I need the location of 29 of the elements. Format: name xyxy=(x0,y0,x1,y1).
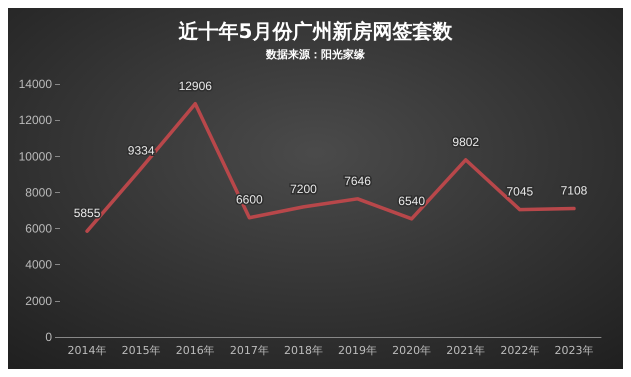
chart-subtitle: 数据来源：阳光家缘 xyxy=(265,48,365,61)
y-tick-label: 2000 xyxy=(25,294,52,308)
x-tick-label: 2014年 xyxy=(68,344,107,357)
chart-title: 近十年5月份广州新房网签套数 xyxy=(178,19,454,43)
data-label: 7045 xyxy=(506,184,534,199)
y-tick-label: 6000 xyxy=(25,222,52,236)
data-label: 7108 xyxy=(560,184,588,198)
x-tick-label: 2022年 xyxy=(500,344,540,357)
data-label: 9334 xyxy=(128,143,155,158)
y-tick-label: 12000 xyxy=(18,113,52,128)
data-label: 7200 xyxy=(290,182,318,196)
y-tick-label: 10000 xyxy=(18,149,52,164)
x-tick-label: 2016年 xyxy=(176,344,215,357)
y-tick-label: 8000 xyxy=(25,185,52,200)
x-tick-label: 2020年 xyxy=(392,344,432,357)
x-tick-label: 2019年 xyxy=(338,344,378,357)
x-tick-label: 2023年 xyxy=(554,344,594,357)
x-tick-label: 2018年 xyxy=(284,344,323,357)
y-tick-label: 4000 xyxy=(25,258,52,272)
data-label: 5855 xyxy=(74,206,101,220)
x-tick-label: 2017年 xyxy=(230,344,269,357)
x-tick-label: 2021年 xyxy=(446,344,486,357)
data-label: 12906 xyxy=(178,78,212,93)
data-label: 9802 xyxy=(452,134,480,149)
x-tick-label: 2015年 xyxy=(122,344,161,357)
data-label: 6540 xyxy=(398,194,426,208)
data-label: 7646 xyxy=(344,174,372,188)
y-tick-label: 0 xyxy=(45,330,52,344)
y-tick-label: 14000 xyxy=(18,77,52,91)
